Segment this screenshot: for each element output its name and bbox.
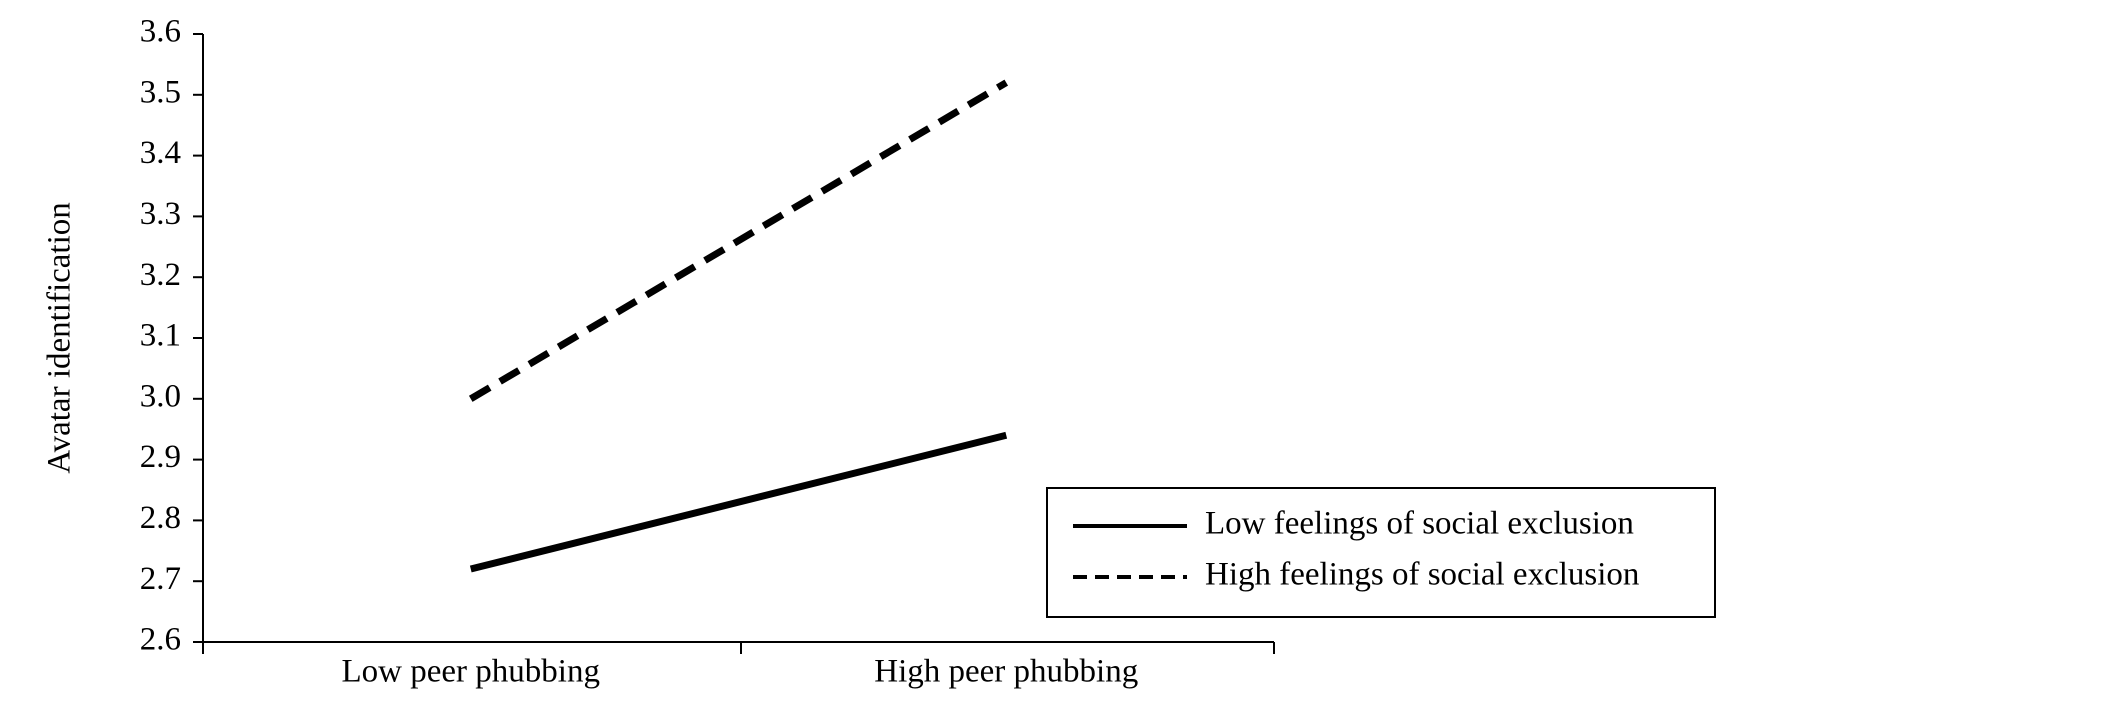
y-tick-label: 2.9 — [140, 439, 181, 475]
y-tick-label: 2.6 — [140, 622, 181, 658]
x-tick-label: High peer phubbing — [874, 654, 1138, 690]
legend-box — [1046, 487, 1716, 618]
y-tick-label: 3.4 — [140, 135, 181, 171]
y-tick-label: 2.8 — [140, 500, 181, 536]
y-tick-label: 3.1 — [140, 318, 181, 354]
y-tick-label: 3.6 — [140, 14, 181, 50]
line-series — [469, 431, 1008, 573]
y-tick-label: 2.7 — [140, 561, 181, 597]
legend-label: Low feelings of social exclusion — [1205, 506, 1634, 542]
y-tick-label: 3.2 — [140, 257, 181, 293]
x-tick-label: Low peer phubbing — [342, 654, 600, 690]
legend-label: High feelings of social exclusion — [1205, 557, 1639, 593]
line-series — [468, 79, 1009, 402]
y-axis-label: Avatar identification — [42, 202, 78, 474]
y-tick-label: 3.3 — [140, 196, 181, 232]
y-tick-label: 3.5 — [140, 74, 181, 110]
y-tick-label: 3.0 — [140, 378, 181, 414]
